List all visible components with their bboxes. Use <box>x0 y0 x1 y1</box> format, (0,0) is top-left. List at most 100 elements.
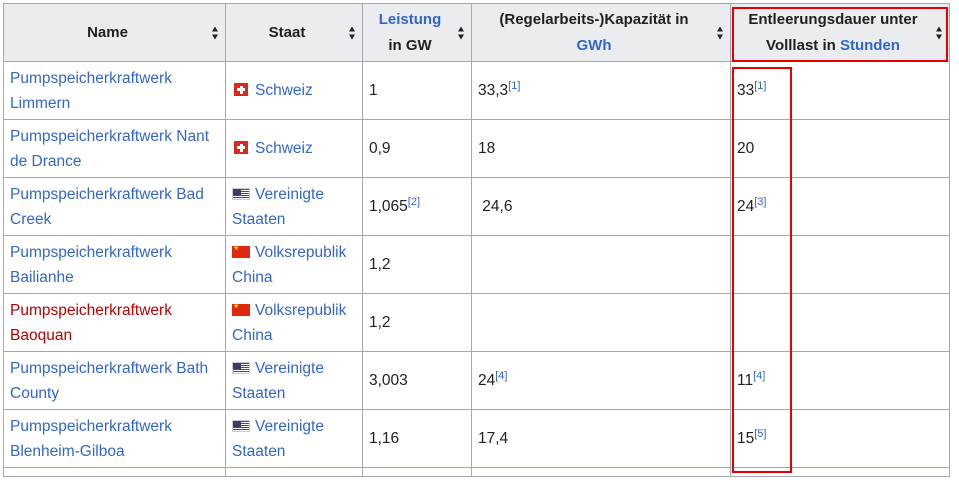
header-link[interactable]: GWh <box>576 36 612 54</box>
sort-arrows-icon[interactable] <box>349 26 356 39</box>
plant-name-line: Pumpspeicherkraftwerk Bad <box>10 185 204 203</box>
plant-link[interactable]: Pumpspeicherkraftwerk Bath County <box>10 360 208 402</box>
reference-link[interactable]: [4] <box>495 369 508 382</box>
power-value: 1,2 <box>369 314 391 331</box>
cell-capacity: 33,3[1] <box>471 61 731 120</box>
cell-power: 1,2 <box>362 293 472 352</box>
plant-link[interactable]: Pumpspeicherkraftwerk Baoquan <box>10 302 172 344</box>
plant-name-line: Pumpspeicherkraftwerk <box>10 243 172 261</box>
cell-power: 1,16 <box>362 409 472 468</box>
column-header-leistung[interactable]: Leistung in GW <box>362 3 472 62</box>
cell-duration: 24[3] <box>730 177 950 236</box>
reference-link[interactable]: [1] <box>508 79 521 92</box>
column-header-entleerungsdauer[interactable]: Entleerungsdauer unter Volllast in Stunde… <box>730 3 950 62</box>
cell-capacity: 24,6 <box>471 177 731 236</box>
country-name-line: China <box>232 268 273 286</box>
cell-name: Pumpspeicherkraftwerk Blenheim-Gilboa <box>3 409 226 468</box>
plant-name-line: Creek <box>10 210 52 228</box>
partial-cell <box>730 467 950 477</box>
sort-arrows-icon[interactable] <box>458 26 465 39</box>
plant-name-line: Pumpspeicherkraftwerk Bath <box>10 359 209 377</box>
table-row: Pumpspeicherkraftwerk Bailianhe Volksrepub… <box>3 235 950 294</box>
reference-link[interactable]: [2] <box>407 195 421 208</box>
power-value: 1,2 <box>369 256 391 273</box>
cell-capacity: 17,4 <box>471 409 731 468</box>
country-link[interactable]: Vereinigte Staaten <box>232 360 324 402</box>
power-value: 1,16 <box>369 430 400 447</box>
cell-name: Pumpspeicherkraftwerk Nant de Drance <box>3 119 226 178</box>
cell-power: 0,9 <box>362 119 472 178</box>
cell-power: 3,003 <box>362 351 472 410</box>
reference-link[interactable]: [4] <box>753 369 766 382</box>
country-link[interactable]: Volksrepublik China <box>232 244 346 286</box>
cell-name: Pumpspeicherkraftwerk Baoquan <box>3 293 226 352</box>
reference-sup: [4] <box>495 370 507 382</box>
plant-name-line: Limmern <box>10 94 71 112</box>
capacity-value: 18 <box>478 140 496 157</box>
reference-sup: [1] <box>508 80 520 92</box>
cell-power: 1,065[2] <box>362 177 472 236</box>
country-link[interactable]: Volksrepublik China <box>232 302 346 344</box>
table-row: Pumpspeicherkraftwerk Bath County Vereinig… <box>3 351 950 410</box>
plant-link[interactable]: Pumpspeicherkraftwerk Blenheim-Gilboa <box>10 418 172 460</box>
duration-value: 20 <box>737 140 755 157</box>
table-body: Pumpspeicherkraftwerk Limmern Schweiz 1 33,3… <box>3 61 950 468</box>
capacity-value: 24,6 <box>478 198 513 215</box>
column-header-name[interactable]: Name <box>3 3 226 62</box>
table-row: Pumpspeicherkraftwerk Nant de Drance Schwe… <box>3 119 950 178</box>
country-name-line: Volksrepublik <box>255 301 347 319</box>
cell-country: Schweiz <box>225 119 363 178</box>
cell-power: 1 <box>362 61 472 120</box>
sort-arrows-icon[interactable] <box>717 26 724 39</box>
cell-duration <box>730 235 950 294</box>
country-link[interactable]: Vereinigte Staaten <box>232 418 324 460</box>
country-link[interactable]: Schweiz <box>255 140 313 157</box>
china-flag-icon <box>232 301 250 316</box>
country-name-line: Vereinigte <box>255 185 324 203</box>
table-row: Pumpspeicherkraftwerk Limmern Schweiz 1 33,3… <box>3 61 950 120</box>
power-value: 1 <box>369 82 378 99</box>
country-link[interactable]: Schweiz <box>255 82 313 99</box>
reference-link[interactable]: [5] <box>754 427 767 440</box>
table-row: Pumpspeicherkraftwerk Bad Creek Vereinigte… <box>3 177 950 236</box>
china-flag-icon <box>232 243 250 258</box>
plant-name-line: Pumpspeicherkraftwerk <box>10 417 172 435</box>
duration-value: 11 <box>737 372 754 389</box>
plant-name-line: Pumpspeicherkraftwerk <box>10 301 172 319</box>
cell-capacity: 24[4] <box>471 351 731 410</box>
plant-name-line: Pumpspeicherkraftwerk <box>10 69 172 87</box>
reference-link[interactable]: [3] <box>754 195 767 208</box>
cell-country: Vereinigte Staaten <box>225 351 363 410</box>
country-name-line: Vereinigte <box>255 417 324 435</box>
cell-country: Volksrepublik China <box>225 293 363 352</box>
sort-arrows-icon[interactable] <box>936 26 943 39</box>
duration-value: 33 <box>737 82 755 99</box>
reference-link[interactable]: [1] <box>754 79 767 92</box>
country-name: Schweiz <box>255 82 313 99</box>
cell-country: Volksrepublik China <box>225 235 363 294</box>
plant-name-line: Pumpspeicherkraftwerk Nant <box>10 127 209 145</box>
capacity-value: 33,3 <box>478 82 509 99</box>
header-link[interactable]: Leistung <box>378 10 442 28</box>
plant-link[interactable]: Pumpspeicherkraftwerk Bad Creek <box>10 186 204 228</box>
country-name-line: Staaten <box>232 210 286 228</box>
reference-sup: [2] <box>408 196 420 208</box>
cell-name: Pumpspeicherkraftwerk Limmern <box>3 61 226 120</box>
partial-cell <box>362 467 472 477</box>
reference-sup: [3] <box>754 196 766 208</box>
reference-sup: [5] <box>754 428 766 440</box>
partial-cell <box>471 467 731 477</box>
column-header-kapazitaet[interactable]: (Regelarbeits-)Kapazität in GWh <box>471 3 731 62</box>
cell-duration: 11[4] <box>730 351 950 410</box>
country-link[interactable]: Vereinigte Staaten <box>232 186 324 228</box>
header-link[interactable]: Stunden <box>839 36 900 54</box>
sort-arrows-icon[interactable] <box>212 26 219 39</box>
table-row-partial <box>3 467 950 477</box>
plant-link[interactable]: Pumpspeicherkraftwerk Bailianhe <box>10 244 172 286</box>
plant-name-line: Baoquan <box>10 326 73 344</box>
column-header-staat[interactable]: Staat <box>225 3 363 62</box>
plant-link[interactable]: Pumpspeicherkraftwerk Nant de Drance <box>10 128 209 170</box>
plant-name-line: County <box>10 384 60 402</box>
cell-country: Vereinigte Staaten <box>225 409 363 468</box>
plant-link[interactable]: Pumpspeicherkraftwerk Limmern <box>10 70 172 112</box>
